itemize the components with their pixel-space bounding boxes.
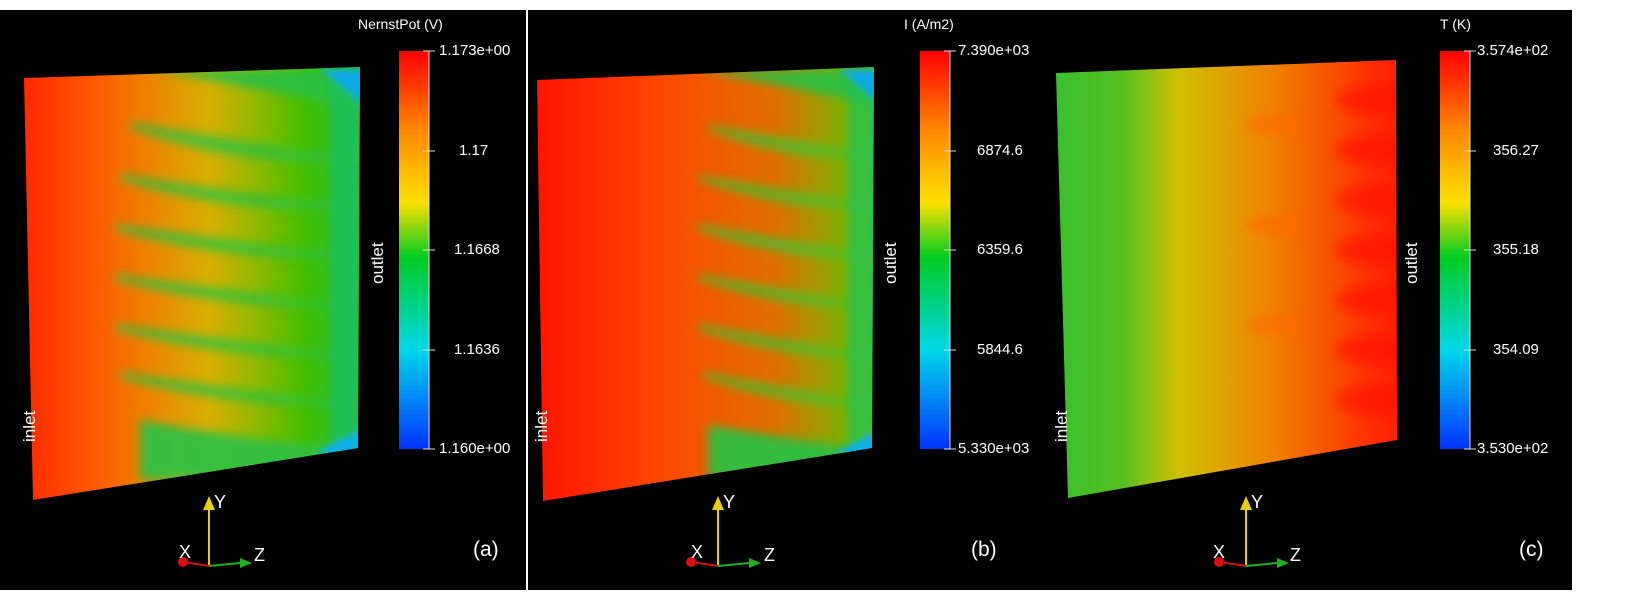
colorbar-tick: 356.27	[1493, 142, 1539, 159]
panel-c: T (K) 3.574e+02 356.27 355.18 354.09 3.5…	[1046, 10, 1572, 590]
axis-y-label: Y	[1251, 492, 1264, 512]
axis-z-label: Z	[254, 545, 265, 565]
panel-a: NernstPot (V) 1.173e+00 1.17 1.1668 1.16…	[0, 10, 526, 590]
colorbar-tick-min: 1.160e+00	[439, 440, 511, 457]
axis-x-label: X	[1213, 542, 1226, 562]
colorbar-tick-max: 1.173e+00	[439, 42, 511, 59]
panel-b: I (A/m2) 7.390e+03 6874.6 6359.6 5844.6 …	[528, 10, 1054, 590]
colorbar-b	[920, 50, 956, 450]
colorbar-tick: 1.1636	[454, 341, 500, 358]
axis-triad-b	[686, 496, 761, 568]
colorbar-tick: 6874.6	[977, 142, 1023, 159]
colorbar-tick: 6359.6	[977, 241, 1023, 258]
colorbar-tick-min: 5.330e+03	[958, 440, 1030, 457]
axis-x-label: X	[691, 542, 704, 562]
contour-plot-a	[24, 67, 360, 500]
colorbar-tick: 1.1668	[454, 241, 500, 258]
colorbar-tick: 355.18	[1493, 241, 1539, 258]
colorbar-tick-max: 3.574e+02	[1477, 42, 1549, 59]
contour-plot-b	[537, 67, 874, 501]
colorbar-title: I (A/m2)	[904, 16, 954, 32]
colorbar-tick: 354.09	[1493, 341, 1539, 358]
colorbar-title: T (K)	[1440, 16, 1471, 32]
colorbar-c	[1440, 50, 1476, 450]
panel-label: (c)	[1519, 538, 1544, 561]
colorbar-tick-min: 3.530e+02	[1477, 440, 1549, 457]
colorbar-tick-max: 7.390e+03	[958, 42, 1030, 59]
axis-y-label: Y	[723, 492, 736, 512]
colorbar-tick: 1.17	[459, 142, 489, 159]
colorbar-title: NernstPot (V)	[358, 16, 443, 32]
panel-label: (b)	[971, 538, 997, 561]
axis-y-label: Y	[214, 492, 227, 512]
axis-z-label: Z	[1290, 545, 1301, 565]
axis-triad-a	[178, 496, 252, 568]
axis-z-label: Z	[764, 545, 775, 565]
colorbar-tick: 5844.6	[977, 341, 1023, 358]
axis-x-label: X	[179, 542, 192, 562]
axis-triad-c	[1214, 496, 1289, 568]
panel-label: (a)	[473, 538, 499, 561]
contour-plot-c	[1056, 60, 1397, 498]
colorbar-a	[399, 50, 435, 450]
